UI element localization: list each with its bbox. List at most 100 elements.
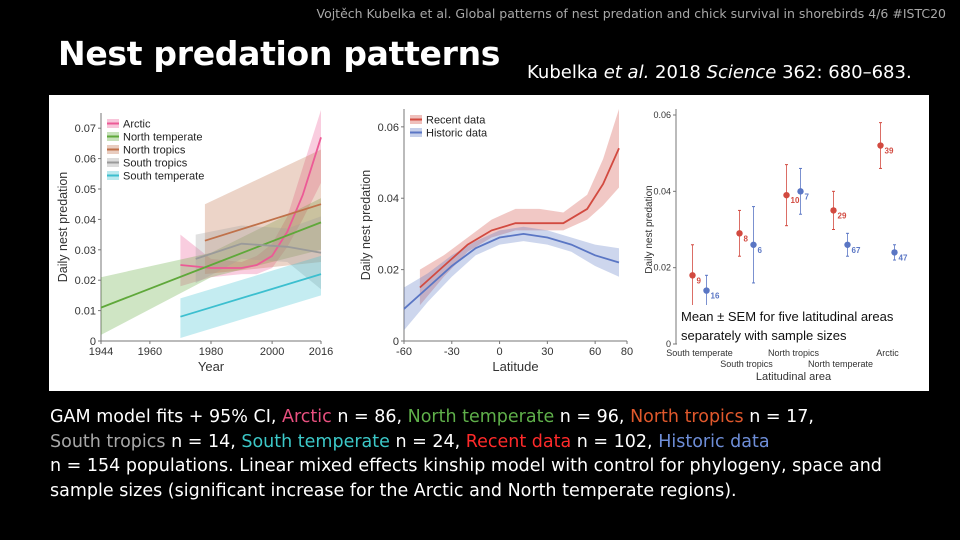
ci-band (180, 110, 321, 287)
sample-size-label: 67 (852, 246, 861, 255)
y-tick-label: 0.07 (75, 123, 96, 135)
ci-band (101, 198, 321, 335)
caption-text-2: n = 86, (331, 407, 408, 427)
x-tick-label: North tropics (768, 348, 820, 358)
y-tick-label: 0.04 (75, 214, 96, 226)
data-point (703, 287, 710, 294)
figure-panel: 0 0.01 0.02 0.03 0.04 0.05 0.06 0.07 1944 1960 198… (49, 95, 929, 391)
series-line (204, 203, 322, 242)
citation-year: 2018 (655, 62, 701, 83)
caption-text-5: n = 14, (165, 431, 242, 452)
x-tick-label: 0 (497, 346, 503, 358)
annotation-line-1: Mean ± SEM for five latitudinal areas (681, 309, 894, 324)
series-line (100, 221, 322, 309)
x-tick-label: 1980 (199, 346, 223, 358)
x-tick-label: 1944 (89, 346, 113, 358)
x-tick-label: South temperate (666, 348, 733, 358)
y-axis-label: Daily nest predation (644, 185, 655, 273)
caption-north-tropics: North tropics (630, 407, 744, 427)
chart-1: 0 0.01 0.02 0.03 0.04 0.05 0.06 0.07 1944 1960 198… (56, 110, 333, 374)
x-tick-label: -30 (444, 346, 460, 358)
series-line (195, 242, 322, 260)
sample-size-label: 7 (805, 192, 810, 201)
caption-recent: Recent data (465, 431, 572, 452)
caption-text-1: GAM model fits + 95% CI, (50, 407, 283, 427)
x-tick-label: 1960 (138, 346, 162, 358)
data-point (844, 241, 851, 248)
data-point (750, 241, 757, 248)
legend-label: Arctic (123, 119, 151, 131)
figure-caption: GAM model fits + 95% CI, Arctic n = 86, … (50, 405, 950, 503)
data-point (783, 191, 790, 199)
data-point (797, 188, 804, 195)
series-line (419, 147, 620, 289)
x-tick-label: 30 (541, 346, 553, 358)
y-tick-label: 0 (90, 336, 96, 348)
y-tick-label: 0 (666, 339, 671, 349)
sample-size-label: 39 (885, 147, 894, 156)
x-tick-label: 2000 (260, 346, 284, 358)
data-point (877, 142, 884, 149)
y-axis-label: Daily nest predation (359, 170, 373, 281)
citation: Kubelka et al. 2018 Science 362: 680–683… (527, 62, 912, 83)
caption-arctic: Arctic (282, 407, 332, 427)
x-axis-label: Year (198, 359, 225, 374)
sample-size-label: 10 (791, 196, 800, 205)
y-tick-label: 0.04 (378, 193, 399, 205)
x-tick-label: 80 (621, 346, 633, 358)
data-point (736, 230, 743, 237)
annotation-line-2: separately with sample sizes (681, 328, 847, 343)
x-tick-label: 60 (589, 346, 601, 358)
legend-label: Recent data (426, 115, 486, 127)
legend-label: Historic data (426, 128, 488, 140)
x-axis-label: Latitude (492, 359, 538, 374)
slide-header: Vojtěch Kubelka et al. Global patterns o… (316, 6, 946, 21)
data-point (830, 207, 837, 214)
legend-label: North temperate (123, 132, 202, 144)
y-tick-label: 0.02 (378, 265, 399, 277)
legend-label: South temperate (123, 171, 204, 183)
ci-band (404, 226, 619, 331)
sample-size-label: 9 (697, 276, 702, 285)
citation-etal: et al. (603, 62, 650, 83)
caption-south-tropics: South tropics (50, 431, 166, 452)
ci-band (419, 109, 619, 306)
citation-journal: Science (706, 62, 777, 83)
annotation-box (677, 305, 925, 347)
sample-size-label: 8 (744, 234, 749, 243)
x-tick-label: Arctic (876, 348, 899, 358)
caption-text-4: n = 17, (743, 407, 814, 427)
y-tick-label: 0.05 (75, 184, 96, 196)
sample-size-label: 16 (711, 292, 720, 301)
caption-text-7: n = 102, (571, 431, 659, 452)
citation-ref: 362: 680–683. (782, 62, 912, 83)
citation-authors: Kubelka (527, 62, 598, 83)
caption-text-3: n = 96, (554, 407, 631, 427)
legend-label: North tropics (123, 145, 186, 157)
caption-north-temperate: North temperate (407, 407, 555, 427)
x-axis-label: Latitudinal area (756, 371, 832, 383)
sample-size-label: 47 (899, 253, 908, 262)
y-tick-label: 0.06 (653, 110, 671, 120)
y-tick-label: 0.02 (653, 263, 671, 273)
y-tick-label: 0.02 (75, 275, 96, 287)
series-line (180, 273, 322, 318)
series-line (403, 232, 620, 310)
caption-text-6: n = 24, (389, 431, 466, 452)
figure-svg: 0 0.01 0.02 0.03 0.04 0.05 0.06 0.07 1944 1960 198… (56, 109, 925, 383)
sample-size-label: 29 (838, 211, 847, 220)
data-point (891, 249, 898, 256)
x-tick-label: -60 (396, 346, 412, 358)
series-line (180, 137, 322, 269)
chart-2: 0 0.02 0.04 0.06 -60 -30 0 30 60 80 Latitude Daily … (359, 109, 633, 374)
caption-text-8: n = 154 populations. Linear mixed effect… (50, 456, 882, 501)
y-axis-label: Daily nest predation (56, 172, 70, 283)
y-tick-label: 0.04 (653, 186, 671, 196)
x-tick-label: North temperate (808, 359, 873, 369)
y-tick-label: 0 (393, 336, 399, 348)
data-point (689, 272, 696, 279)
y-tick-label: 0.06 (378, 122, 399, 134)
y-tick-label: 0.06 (75, 154, 96, 166)
x-tick-label: 2016 (309, 346, 333, 358)
y-tick-label: 0.03 (75, 245, 96, 257)
